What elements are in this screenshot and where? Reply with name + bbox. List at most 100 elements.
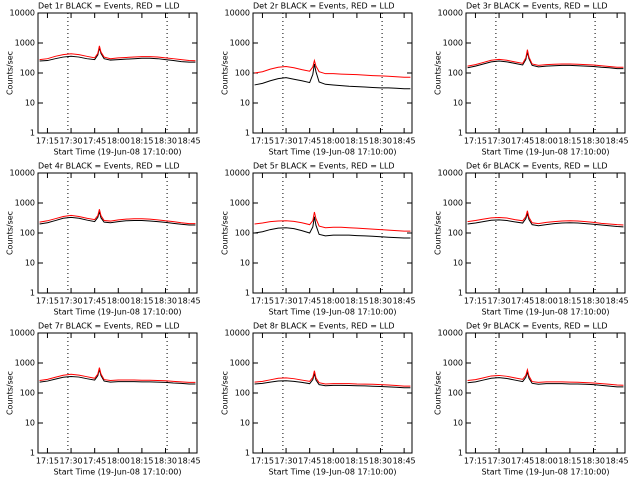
series-line bbox=[39, 47, 196, 63]
x-axis-label: Start Time (19-Jun-08 17:10:00) bbox=[54, 468, 182, 477]
y-tick-label: 10 bbox=[453, 99, 463, 108]
y-tick-label: 1000 bbox=[230, 39, 250, 48]
x-tick-label: 17:45 bbox=[298, 137, 321, 146]
x-tick-label: 18:45 bbox=[393, 137, 416, 146]
y-tick-label: 1 bbox=[458, 289, 463, 298]
y-tick-label: 10 bbox=[25, 99, 35, 108]
x-axis-label: Start Time (19-Jun-08 17:10:00) bbox=[482, 468, 610, 477]
y-tick-label: 1 bbox=[30, 449, 35, 458]
series-line bbox=[467, 51, 624, 70]
series-line bbox=[254, 216, 411, 239]
x-tick-label: 18:45 bbox=[393, 457, 416, 466]
x-tick-label: 18:15 bbox=[130, 137, 153, 146]
x-tick-label: 18:15 bbox=[345, 137, 368, 146]
y-tick-label: 10000 bbox=[438, 9, 463, 18]
y-tick-label: 10000 bbox=[225, 169, 250, 178]
x-axis-label: Start Time (19-Jun-08 17:10:00) bbox=[54, 308, 182, 317]
x-tick-label: 17:30 bbox=[275, 137, 298, 146]
panel-title: Det 6r BLACK = Events, RED = LLD bbox=[466, 162, 608, 171]
x-tick-label: 18:00 bbox=[322, 137, 345, 146]
y-tick-label: 1000 bbox=[443, 39, 463, 48]
plot-frame bbox=[252, 12, 413, 134]
y-axis-label: Counts/sec bbox=[434, 51, 443, 95]
x-tick-label: 18:45 bbox=[393, 297, 416, 306]
x-tick-label: 17:45 bbox=[511, 457, 534, 466]
panel: Det 7r BLACK = Events, RED = LLD Start Ti… bbox=[6, 322, 201, 477]
plot-frame bbox=[37, 12, 198, 134]
x-tick-label: 18:30 bbox=[369, 457, 392, 466]
x-tick-label: 18:15 bbox=[558, 297, 581, 306]
x-tick-label: 17:45 bbox=[83, 137, 106, 146]
x-tick-label: 17:15 bbox=[464, 457, 487, 466]
panel-title: Det 8r BLACK = Events, RED = LLD bbox=[253, 322, 395, 331]
x-tick-label: 18:30 bbox=[154, 297, 177, 306]
y-tick-label: 10 bbox=[25, 259, 35, 268]
series-line bbox=[467, 370, 624, 388]
plot-frame bbox=[252, 332, 413, 454]
plot-frame bbox=[37, 172, 198, 294]
x-tick-label: 17:45 bbox=[83, 297, 106, 306]
y-tick-label: 10000 bbox=[225, 329, 250, 338]
x-tick-label: 18:00 bbox=[107, 457, 130, 466]
series-line bbox=[39, 367, 196, 383]
x-axis-label: Start Time (19-Jun-08 17:10:00) bbox=[269, 148, 397, 157]
series-line bbox=[467, 49, 624, 68]
x-axis-label: Start Time (19-Jun-08 17:10:00) bbox=[54, 148, 182, 157]
x-tick-label: 17:15 bbox=[251, 297, 274, 306]
x-tick-label: 17:45 bbox=[511, 297, 534, 306]
x-tick-label: 18:30 bbox=[582, 457, 605, 466]
series-line bbox=[39, 45, 196, 62]
panel: Det 3r BLACK = Events, RED = LLD Start Ti… bbox=[434, 2, 629, 157]
y-tick-label: 100 bbox=[20, 69, 35, 78]
x-tick-label: 18:15 bbox=[345, 457, 368, 466]
panel-title: Det 5r BLACK = Events, RED = LLD bbox=[253, 162, 395, 171]
y-tick-label: 100 bbox=[235, 389, 250, 398]
x-tick-label: 18:15 bbox=[558, 457, 581, 466]
panel-title: Det 7r BLACK = Events, RED = LLD bbox=[38, 322, 180, 331]
series-line bbox=[254, 211, 411, 232]
y-tick-label: 1 bbox=[30, 129, 35, 138]
x-tick-label: 17:15 bbox=[464, 297, 487, 306]
x-tick-label: 17:15 bbox=[36, 137, 59, 146]
y-axis-label: Counts/sec bbox=[6, 211, 15, 255]
y-tick-label: 10000 bbox=[10, 169, 35, 178]
series-line bbox=[467, 367, 624, 386]
y-axis-label: Counts/sec bbox=[6, 371, 15, 415]
y-tick-label: 1 bbox=[245, 289, 250, 298]
panel-title: Det 4r BLACK = Events, RED = LLD bbox=[38, 162, 180, 171]
y-tick-label: 100 bbox=[448, 69, 463, 78]
x-axis-label: Start Time (19-Jun-08 17:10:00) bbox=[269, 468, 397, 477]
x-tick-label: 17:15 bbox=[36, 297, 59, 306]
y-tick-label: 10 bbox=[25, 419, 35, 428]
x-tick-label: 18:30 bbox=[582, 137, 605, 146]
x-tick-label: 18:00 bbox=[535, 457, 558, 466]
x-axis-label: Start Time (19-Jun-08 17:10:00) bbox=[269, 308, 397, 317]
x-tick-label: 18:45 bbox=[606, 457, 629, 466]
y-tick-label: 10000 bbox=[438, 329, 463, 338]
x-tick-label: 18:30 bbox=[369, 297, 392, 306]
y-tick-label: 1000 bbox=[443, 359, 463, 368]
y-axis-label: Counts/sec bbox=[221, 211, 230, 255]
plot-frame bbox=[465, 332, 626, 454]
y-tick-label: 1 bbox=[458, 449, 463, 458]
x-tick-label: 17:15 bbox=[251, 457, 274, 466]
x-tick-label: 17:30 bbox=[488, 297, 511, 306]
series-line bbox=[254, 63, 411, 90]
y-tick-label: 1000 bbox=[230, 199, 250, 208]
x-tick-label: 18:30 bbox=[154, 457, 177, 466]
panel-title: Det 2r BLACK = Events, RED = LLD bbox=[253, 2, 395, 11]
series-line bbox=[467, 211, 624, 228]
series-line bbox=[39, 209, 196, 225]
x-tick-label: 17:30 bbox=[60, 297, 83, 306]
x-tick-label: 17:15 bbox=[464, 137, 487, 146]
x-tick-label: 18:45 bbox=[606, 137, 629, 146]
plot-frame bbox=[37, 332, 198, 454]
x-tick-label: 17:15 bbox=[36, 457, 59, 466]
y-tick-label: 1000 bbox=[443, 199, 463, 208]
x-tick-label: 17:30 bbox=[60, 457, 83, 466]
y-tick-label: 100 bbox=[20, 229, 35, 238]
y-axis-label: Counts/sec bbox=[6, 51, 15, 95]
x-tick-label: 18:15 bbox=[345, 297, 368, 306]
panel-title: Det 9r BLACK = Events, RED = LLD bbox=[466, 322, 608, 331]
x-tick-label: 18:45 bbox=[606, 297, 629, 306]
